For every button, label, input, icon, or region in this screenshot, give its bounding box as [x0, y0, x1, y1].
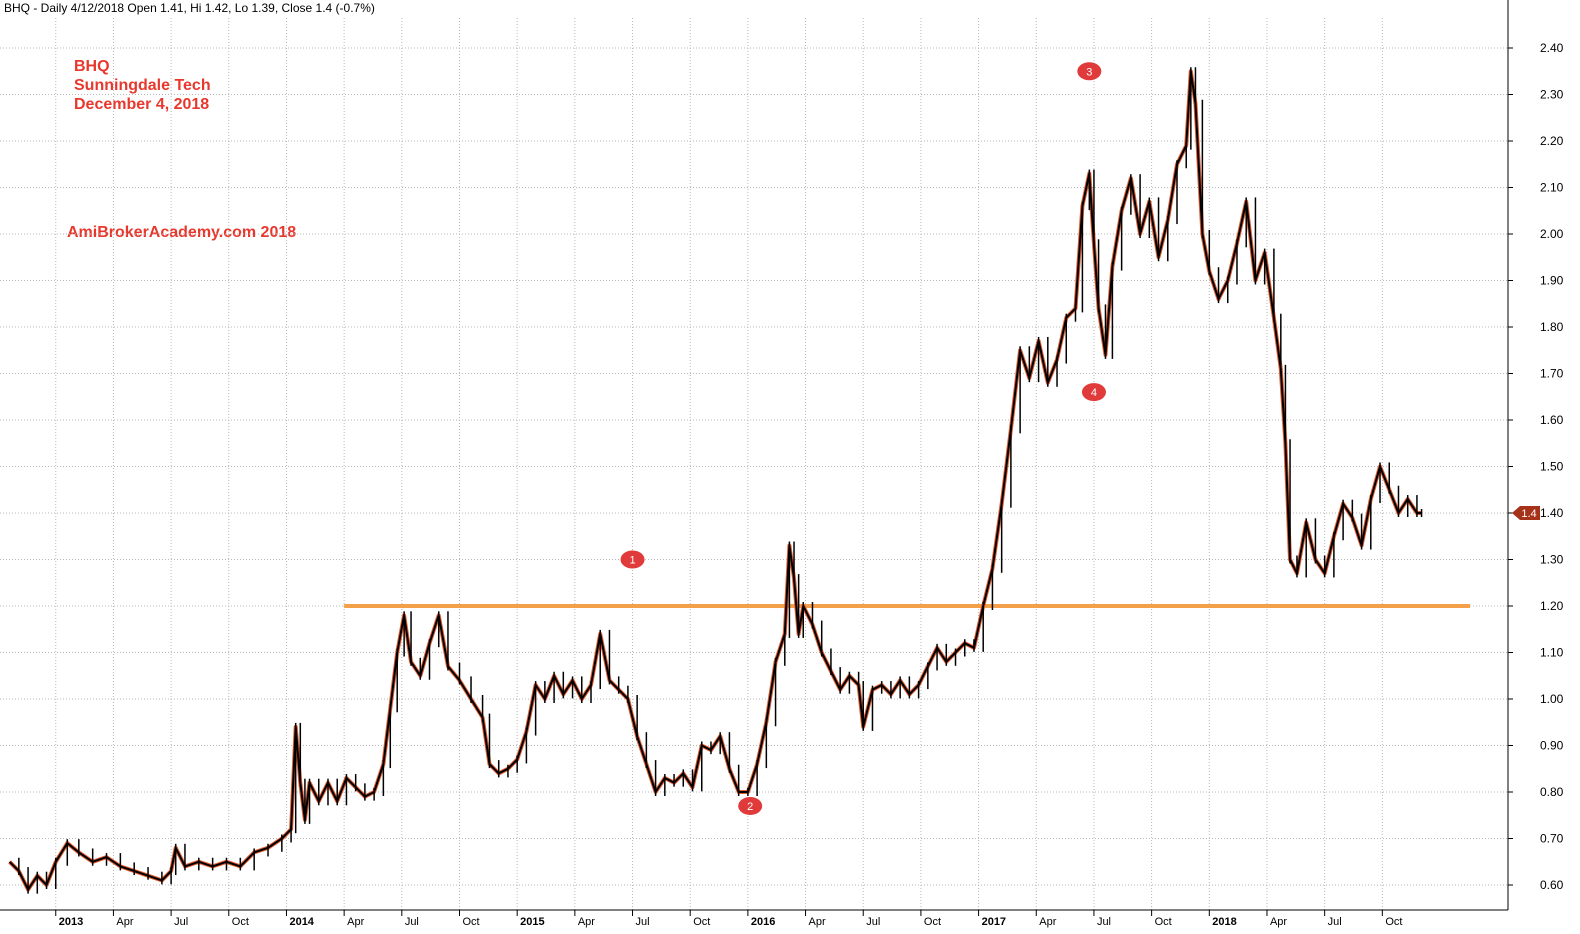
- title-line-date: December 4, 2018: [74, 96, 210, 113]
- y-tick-label: 2.40: [1540, 41, 1564, 55]
- x-tick-label: 2015: [520, 916, 544, 928]
- y-tick-label: 2.30: [1540, 88, 1564, 102]
- x-tick-label: Jul: [174, 916, 188, 928]
- y-tick-label: 2.00: [1540, 227, 1564, 241]
- x-tick-label: Jul: [1328, 916, 1342, 928]
- x-tick-label: Oct: [462, 916, 479, 928]
- x-tick-label: Jul: [1097, 916, 1111, 928]
- axis-layer: [0, 0, 1513, 916]
- y-tick-label: 1.50: [1540, 460, 1564, 474]
- x-tick-label: Oct: [232, 916, 249, 928]
- y-tick-label: 0.90: [1540, 739, 1564, 753]
- x-tick-label: 2013: [59, 916, 83, 928]
- y-tick-label: 1.80: [1540, 320, 1564, 334]
- y-tick-label: 1.40: [1540, 506, 1564, 520]
- x-tick-label: Oct: [924, 916, 941, 928]
- x-tick-label: Jul: [866, 916, 880, 928]
- wave-marker-label: 4: [1091, 387, 1097, 399]
- y-tick-label: 1.00: [1540, 692, 1564, 706]
- grid-layer: [0, 18, 1508, 910]
- wave-marker-label: 3: [1086, 66, 1092, 78]
- series-layer: [8, 67, 1423, 894]
- x-tick-label: Apr: [578, 916, 595, 928]
- x-tick-label: Jul: [636, 916, 650, 928]
- title-line-ticker: BHQ: [74, 58, 110, 75]
- marker-layer: 123451.4: [620, 62, 1540, 815]
- last-value-tag: [1512, 506, 1540, 520]
- x-tick-label: Apr: [1270, 916, 1287, 928]
- wave-marker-label: 1: [629, 555, 635, 567]
- y-tick-label: 1.60: [1540, 413, 1564, 427]
- x-tick-label: Apr: [347, 916, 364, 928]
- price-outline: [8, 69, 1422, 892]
- y-tick-label: 1.30: [1540, 553, 1564, 567]
- x-tick-label: 2014: [289, 916, 314, 928]
- x-tick-label: 2018: [1212, 916, 1236, 928]
- y-tick-label: 0.60: [1540, 878, 1564, 892]
- x-tick-label: Jul: [405, 916, 419, 928]
- wave-marker: [1081, 383, 1106, 402]
- axis-label-layer: 0.60 0.70 0.80 0.90 1.00 1.10 1.20 1.30 1.40 1.50…: [59, 41, 1564, 928]
- x-tick-label: Apr: [809, 916, 826, 928]
- x-tick-label: Apr: [1039, 916, 1056, 928]
- y-tick-label: 1.20: [1540, 599, 1564, 613]
- wave-marker-label: 2: [747, 801, 753, 813]
- last-value-label: 1.4: [1521, 508, 1536, 520]
- x-tick-label: Apr: [116, 916, 133, 928]
- price-line: [8, 70, 1422, 891]
- wave-marker: [1077, 62, 1102, 81]
- y-tick-label: 1.90: [1540, 274, 1564, 288]
- x-tick-label: 2017: [982, 916, 1006, 928]
- y-tick-label: 0.80: [1540, 785, 1564, 799]
- y-tick-label: 2.10: [1540, 181, 1564, 195]
- x-tick-label: Oct: [693, 916, 710, 928]
- y-tick-label: 1.70: [1540, 367, 1564, 381]
- y-tick-label: 2.20: [1540, 134, 1564, 148]
- watermark-text: AmiBrokerAcademy.com 2018: [67, 224, 297, 241]
- y-tick-label: 1.10: [1540, 646, 1564, 660]
- chart-header: BHQ - Daily 4/12/2018 Open 1.41, Hi 1.42…: [4, 1, 375, 15]
- x-tick-label: Oct: [1155, 916, 1172, 928]
- wave-marker: [738, 796, 763, 815]
- chart-title-block: BHQ Sunningdale Tech December 4, 2018: [74, 57, 211, 114]
- wave-marker: [620, 550, 645, 569]
- title-line-company: Sunningdale Tech: [74, 77, 211, 94]
- x-tick-label: Oct: [1385, 916, 1402, 928]
- y-tick-label: 0.70: [1540, 832, 1564, 846]
- x-tick-label: 2016: [751, 916, 775, 928]
